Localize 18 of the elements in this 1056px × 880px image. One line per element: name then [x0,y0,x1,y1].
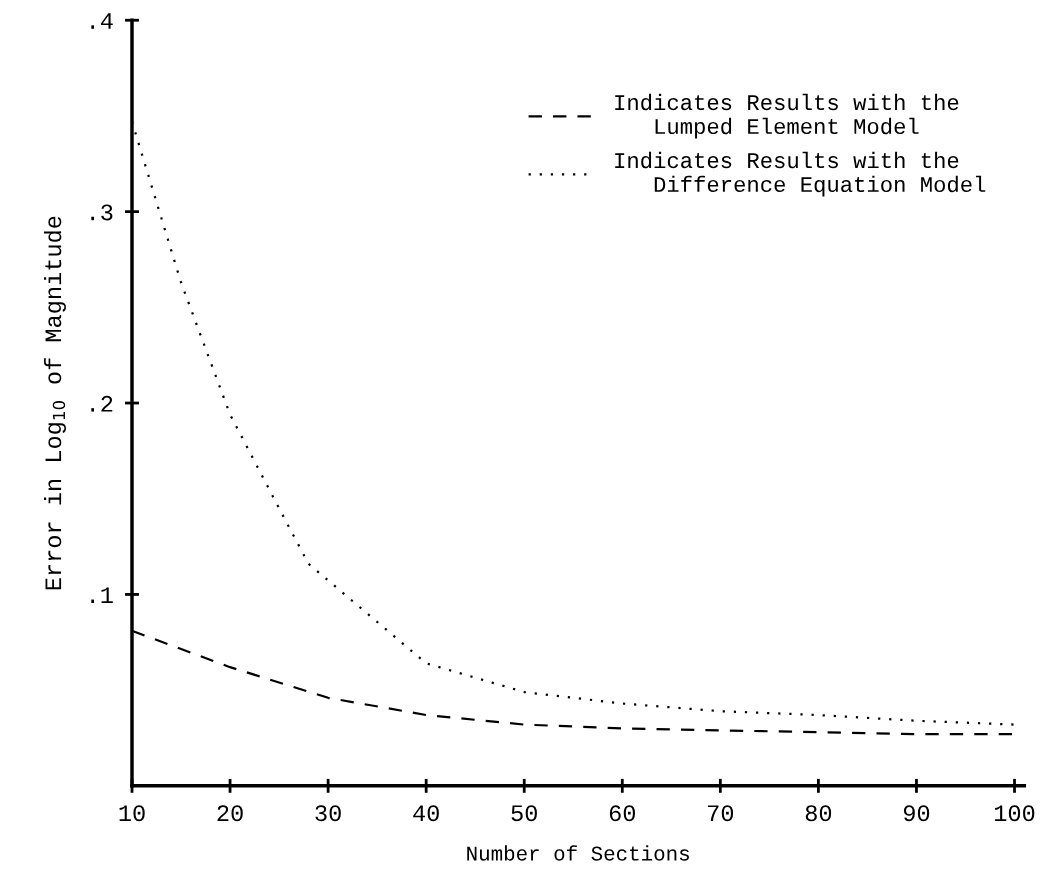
x-tick-label: 90 [903,805,930,822]
x-tick-label: 20 [217,805,243,822]
x-tick-label: 70 [707,805,734,822]
x-tick-label: 60 [609,805,635,822]
x-tick-label: 10 [119,805,145,822]
x-axis-title: Number of Sections [467,845,689,861]
y-tick-label: .3 [91,204,113,221]
x-tick-label: 40 [413,805,439,822]
y-axis-title: Error in Log$_{10}$ of Magnitude [43,216,66,590]
legend-label: Indicates Results with the Lumped Element Model [615,93,959,139]
x-tick-label: 50 [511,805,537,822]
y-tick-label: .2 [91,395,113,412]
x-tick-label: 30 [315,805,341,822]
x-tick-label: 100 [994,805,1035,822]
y-tick-label: .1 [91,587,113,603]
x-tick-label: 80 [805,805,832,822]
y-tick-label: .4 [91,13,113,29]
legend-label: Indicates Results with the Difference Equation Model [615,151,986,197]
